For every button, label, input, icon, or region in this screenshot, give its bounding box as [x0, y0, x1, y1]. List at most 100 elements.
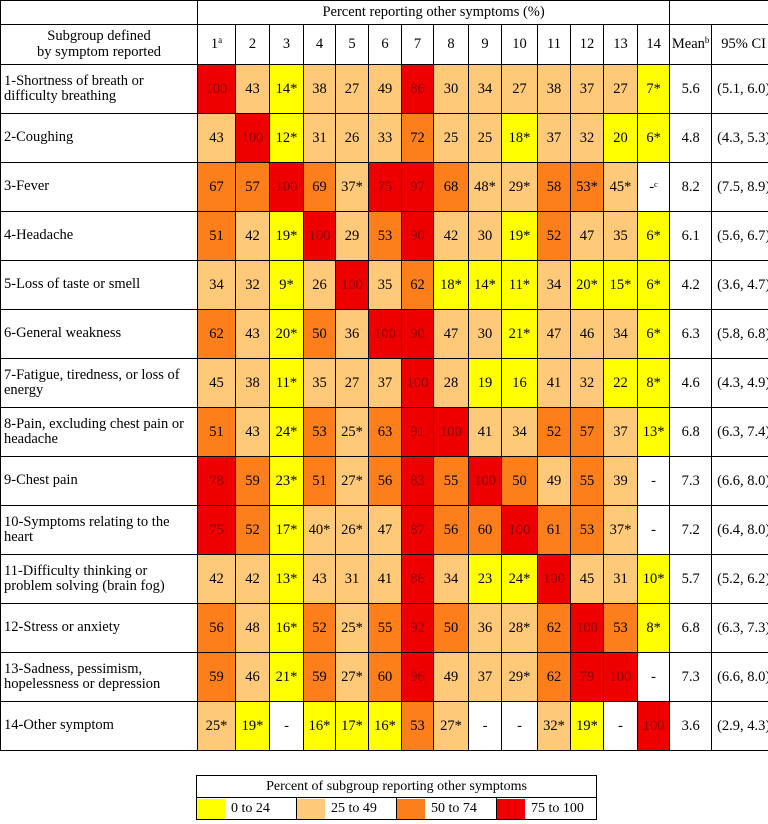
table-cell: 100: [570, 603, 604, 653]
table-cell: 100: [197, 64, 236, 114]
col-header-14: 14: [636, 24, 671, 65]
table-cell: 52: [537, 407, 571, 457]
table-cell: 26: [303, 260, 336, 310]
legend-item: 50 to 74: [396, 797, 497, 820]
col-header-7: 7: [401, 24, 434, 65]
table-cell: 41: [368, 554, 402, 604]
table-cell: 6*: [636, 211, 671, 261]
table-cell: 37*: [335, 162, 369, 212]
table-cell: 51: [197, 211, 236, 261]
table-row: 6-General weakness 62 43 20* 50 36 100 90 47 30 21…: [0, 309, 768, 359]
table-cell: 25: [468, 113, 502, 163]
row-label: 11-Difficulty thinking or problem solvin…: [0, 554, 198, 604]
table-cell: 37: [368, 358, 402, 408]
table-cell: 62: [197, 309, 236, 359]
ci-cell: (6.4, 8.0): [711, 505, 768, 555]
table-cell: 75: [368, 162, 402, 212]
row-label: 1-Shortness of breath or difficulty brea…: [0, 64, 198, 114]
table-cell: 23*: [269, 456, 304, 506]
table-cell: 34: [603, 309, 638, 359]
row-label: 6-General weakness: [0, 309, 198, 359]
table-cell: 7*: [636, 64, 671, 114]
ci-cell: (6.6, 8.0): [711, 652, 768, 702]
table-cell: 61: [537, 505, 571, 555]
table-cell: 57: [570, 407, 604, 457]
col-header-1: 1a: [197, 24, 236, 65]
table-cell: 60: [368, 652, 402, 702]
table-cell: 21*: [501, 309, 538, 359]
table-cell: 53*: [570, 162, 604, 212]
table-row: 5-Loss of taste or smell 34 32 9* 26 100 35 62 1…: [0, 260, 768, 310]
table-cell: 49: [368, 64, 402, 114]
ci-cell: (4.3, 4.9): [711, 358, 768, 408]
table-cell: 32*: [537, 701, 571, 751]
table-cell: 47: [537, 309, 571, 359]
mean-cell: 6.1: [669, 211, 713, 261]
ci-cell: (6.6, 8.0): [711, 456, 768, 506]
table-cell: 19: [468, 358, 502, 408]
table-cell: 16*: [303, 701, 336, 751]
table-cell: 19*: [235, 701, 270, 751]
table-cell: 26*: [335, 505, 369, 555]
table-cell: 56: [368, 456, 402, 506]
table-cell: 29*: [501, 652, 538, 702]
table-cell: 50: [501, 456, 538, 506]
table-cell: 69: [303, 162, 336, 212]
table-cell: 63: [368, 407, 402, 457]
row-label: 2-Coughing: [0, 113, 198, 163]
table-cell: 86: [401, 554, 434, 604]
table-cell: 20*: [570, 260, 604, 310]
legend-swatch: [497, 798, 525, 819]
table-cell: 39: [603, 456, 638, 506]
table-cell: 36: [468, 603, 502, 653]
table-cell: 100: [537, 554, 571, 604]
table-cell: 62: [537, 652, 571, 702]
table-cell: 38: [235, 358, 270, 408]
table-cell: 28*: [501, 603, 538, 653]
table-cell: 31: [335, 554, 369, 604]
legend-item: 0 to 24: [196, 797, 297, 820]
table-cell: 79: [570, 652, 604, 702]
table-cell: 16*: [368, 701, 402, 751]
table-row: 7-Fatigue, tiredness, or loss of energy 4…: [0, 358, 768, 408]
table-cell: 6*: [636, 260, 671, 310]
table-cell: 22: [603, 358, 638, 408]
row-label: 5-Loss of taste or smell: [0, 260, 198, 310]
table-cell: 45*: [603, 162, 638, 212]
mean-cell: 6.8: [669, 603, 713, 653]
row-label: 14-Other symptom: [0, 701, 198, 751]
table-cell: 53: [368, 211, 402, 261]
row-label: 9-Chest pain: [0, 456, 198, 506]
legend-swatch: [397, 798, 425, 819]
legend-swatch: [197, 798, 225, 819]
table-row: 2-Coughing 43 100 12* 31 26 33 72 25 25 18* 37 32 20 6…: [0, 113, 768, 163]
corner-cell-right: [669, 0, 768, 25]
table-row: 10-Symptoms relating to the heart 75 52 17*…: [0, 505, 768, 555]
table-cell: 27: [603, 64, 638, 114]
mean-cell: 4.8: [669, 113, 713, 163]
table-cell: 34: [433, 554, 469, 604]
ci-cell: (5.6, 6.7): [711, 211, 768, 261]
table-cell: 27*: [335, 652, 369, 702]
row-label: 4-Headache: [0, 211, 198, 261]
mean-cell: 4.6: [669, 358, 713, 408]
ci-cell: (3.6, 4.7): [711, 260, 768, 310]
col-header-ci: 95% CI: [711, 24, 768, 65]
table-cell: 60: [468, 505, 502, 555]
table-cell: 14*: [468, 260, 502, 310]
ci-cell: (2.9, 4.3): [711, 701, 768, 751]
table-row: 8-Pain, excluding chest pain or headache…: [0, 407, 768, 457]
table-cell: 18*: [501, 113, 538, 163]
table-cell: 31: [303, 113, 336, 163]
table-cell: 48: [235, 603, 270, 653]
table-cell: 24*: [269, 407, 304, 457]
table-cell: 86: [401, 64, 434, 114]
table-cell: 16*: [269, 603, 304, 653]
table-cell: 19*: [570, 701, 604, 751]
table-cell: 35: [303, 358, 336, 408]
table-cell: 30: [468, 211, 502, 261]
table-row: 14-Other symptom 25* 19* -16* 17* 16* 53 27* - -3…: [0, 701, 768, 751]
ci-cell: (5.2, 6.2): [711, 554, 768, 604]
table-cell: 25*: [335, 407, 369, 457]
table-row: 11-Difficulty thinking or problem solvin…: [0, 554, 768, 604]
